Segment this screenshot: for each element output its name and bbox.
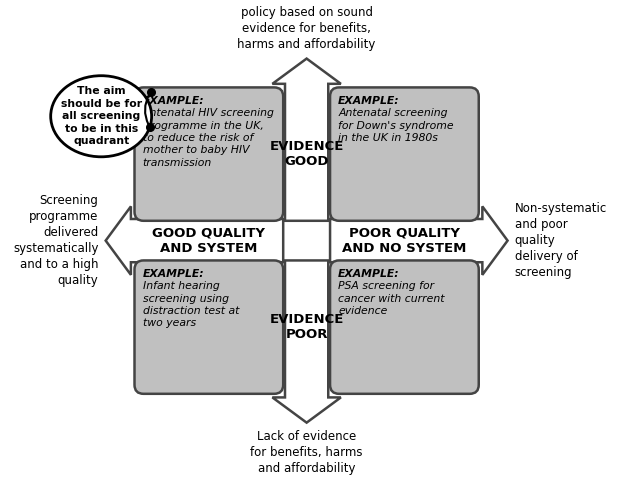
Polygon shape xyxy=(272,58,341,221)
Ellipse shape xyxy=(51,76,152,157)
Text: EXAMPLE:: EXAMPLE: xyxy=(338,95,400,105)
Polygon shape xyxy=(272,261,341,422)
Text: POOR QUALITY
AND NO SYSTEM: POOR QUALITY AND NO SYSTEM xyxy=(342,226,467,255)
Text: EVIDENCE
GOOD: EVIDENCE GOOD xyxy=(270,140,344,168)
Text: GOOD QUALITY
AND SYSTEM: GOOD QUALITY AND SYSTEM xyxy=(153,226,265,255)
Polygon shape xyxy=(330,206,508,275)
Text: EXAMPLE:: EXAMPLE: xyxy=(338,269,400,279)
Text: EXAMPLE:: EXAMPLE: xyxy=(143,95,204,105)
FancyBboxPatch shape xyxy=(330,261,479,394)
Text: PSA screening for
cancer with current
evidence: PSA screening for cancer with current ev… xyxy=(338,281,445,316)
Text: Screening
programme
delivered
systematically
and to a high
quality: Screening programme delivered systematic… xyxy=(13,194,99,287)
Text: Antenatal HIV screening
programme in the UK,
to reduce the risk of
mother to bab: Antenatal HIV screening programme in the… xyxy=(143,108,275,168)
Text: The aim
should be for
all screening
to be in this
quadrant: The aim should be for all screening to b… xyxy=(61,86,142,146)
Text: Infant hearing
screening using
distraction test at
two years: Infant hearing screening using distracti… xyxy=(143,281,239,329)
Text: EXAMPLE:: EXAMPLE: xyxy=(143,269,204,279)
FancyBboxPatch shape xyxy=(135,88,283,221)
Text: policy based on sound
evidence for benefits,
harms and affordability: policy based on sound evidence for benef… xyxy=(237,6,376,51)
Text: Non-systematic
and poor
quality
delivery of
screening: Non-systematic and poor quality delivery… xyxy=(515,202,607,279)
FancyBboxPatch shape xyxy=(330,88,479,221)
Text: EVIDENCE
POOR: EVIDENCE POOR xyxy=(270,313,344,341)
FancyBboxPatch shape xyxy=(135,261,283,394)
Text: Antenatal screening
for Down's syndrome
in the UK in 1980s: Antenatal screening for Down's syndrome … xyxy=(338,108,454,143)
Text: Lack of evidence
for benefits, harms
and affordability: Lack of evidence for benefits, harms and… xyxy=(250,430,363,475)
Polygon shape xyxy=(105,206,283,275)
